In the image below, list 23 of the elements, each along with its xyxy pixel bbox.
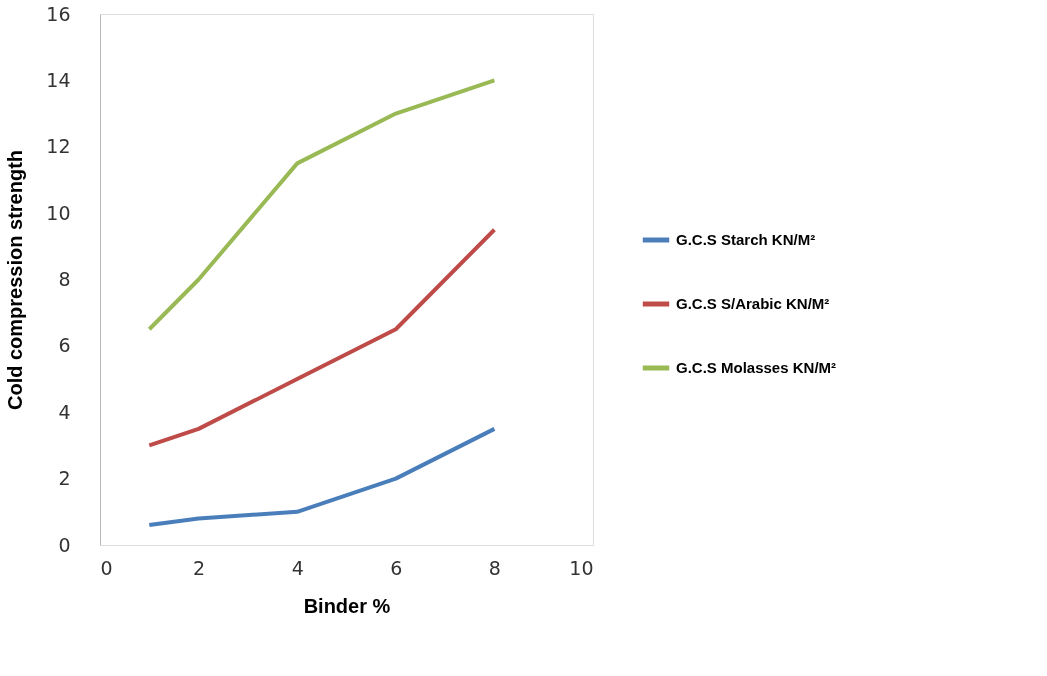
y-tick-label: 2 xyxy=(58,467,71,490)
y-tick-label: 12 xyxy=(46,135,71,158)
x-tick-label: 10 xyxy=(569,556,594,579)
y-tick-label: 0 xyxy=(58,533,71,556)
y-tick-label: 4 xyxy=(58,400,71,423)
line-series xyxy=(147,426,497,528)
y-axis-title: Cold compression strength xyxy=(4,149,27,411)
x-axis-title: Binder % xyxy=(303,594,391,617)
y-tick-label: 16 xyxy=(46,2,71,25)
legend-label: G.C.S Starch KN/M² xyxy=(676,231,816,248)
line-series xyxy=(147,78,497,332)
y-tick-label: 6 xyxy=(58,334,71,357)
y-tick-label: 8 xyxy=(58,268,71,290)
y-tick-label: 10 xyxy=(46,201,71,224)
x-tick-label: 4 xyxy=(291,556,304,579)
legend-label: G.C.S S/Arabic KN/M² xyxy=(676,295,830,312)
x-tick-label: 8 xyxy=(488,556,501,579)
legend-label: G.C.S Molasses KN/M² xyxy=(676,359,837,376)
x-tick-label: 0 xyxy=(100,556,113,579)
x-tick-label: 2 xyxy=(193,556,206,579)
line-series xyxy=(147,227,497,448)
y-tick-label: 14 xyxy=(46,68,71,91)
x-tick-label: 6 xyxy=(390,556,403,579)
